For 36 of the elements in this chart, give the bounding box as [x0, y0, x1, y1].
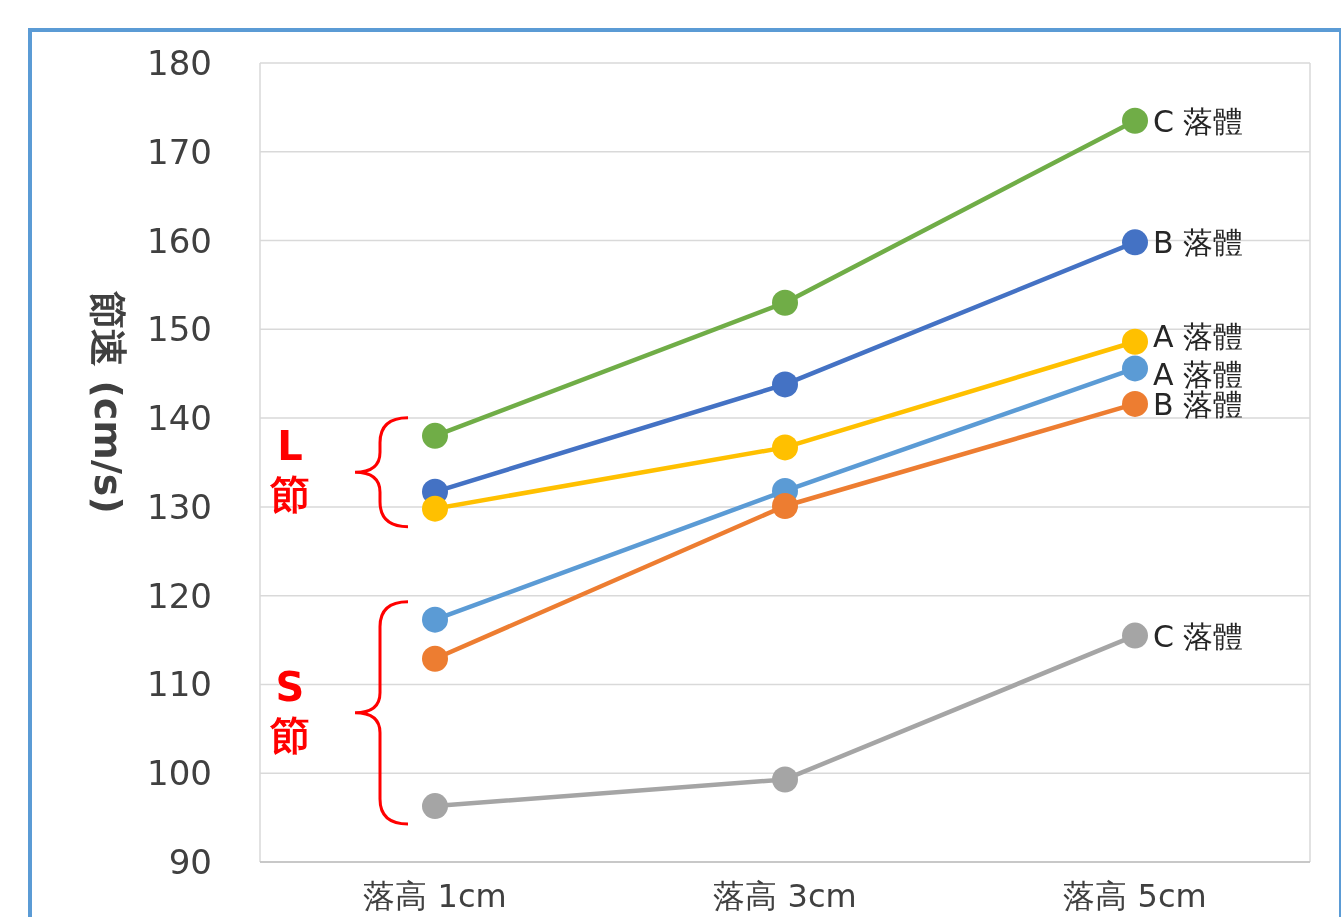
y-tick-label: 130 — [147, 486, 212, 527]
point — [1122, 107, 1148, 134]
point — [1122, 355, 1148, 382]
y-tick-label: 100 — [147, 753, 212, 794]
y-tick-label: 90 — [168, 842, 212, 882]
y-tick-label: 150 — [147, 309, 212, 350]
annotation: L 節 — [269, 423, 310, 518]
x-tick-label: 落高 5cm — [1063, 877, 1207, 915]
point — [422, 645, 448, 672]
y-axis-title: 節速 (cm/s) — [86, 290, 130, 514]
annotation: S 節 — [269, 663, 310, 758]
point — [422, 422, 448, 449]
y-tick-label: 180 — [147, 43, 212, 83]
point — [772, 766, 798, 793]
x-tick-label: 落高 3cm — [713, 877, 857, 915]
series-label: C 落體 — [1153, 103, 1244, 139]
y-tick-label: 120 — [147, 575, 212, 616]
point — [1122, 229, 1148, 256]
y-tick-label: 170 — [147, 131, 212, 172]
y-tick-label: 160 — [147, 220, 212, 261]
point — [1122, 390, 1148, 417]
y-tick-label: 110 — [147, 664, 212, 705]
point — [772, 434, 798, 461]
point — [1122, 622, 1148, 649]
series-label: A 落體 — [1153, 318, 1244, 354]
point — [772, 371, 798, 398]
point — [422, 793, 448, 820]
point — [422, 606, 448, 633]
series-label: B 落體 — [1153, 225, 1244, 261]
point — [1122, 328, 1148, 355]
y-tick-label: 140 — [147, 398, 212, 439]
point — [422, 495, 448, 522]
point — [772, 493, 798, 519]
point — [772, 289, 798, 316]
series-label: C 落體 — [1153, 618, 1244, 654]
x-tick-label: 落高 1cm — [363, 877, 507, 915]
